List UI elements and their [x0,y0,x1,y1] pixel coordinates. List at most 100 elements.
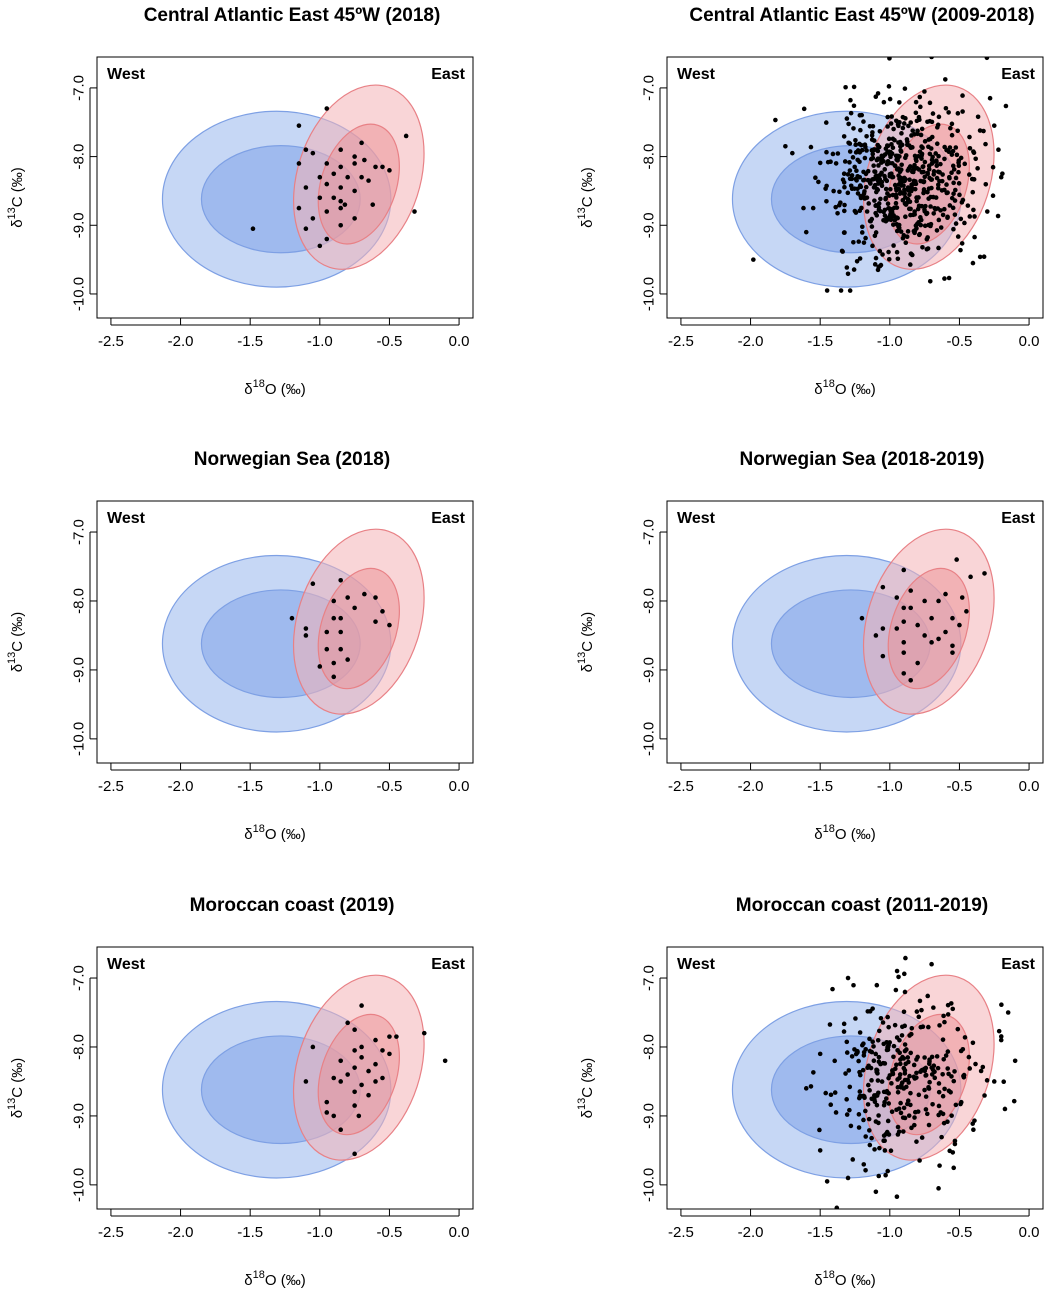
data-point [918,132,924,138]
data-point [903,153,909,158]
data-point [894,1062,899,1068]
y-tick-label: -7.0 [71,75,88,101]
corner-label-east: East [1001,510,1035,527]
data-point [840,177,846,183]
data-point [953,1102,959,1108]
data-point [882,1148,888,1153]
data-point [824,288,830,293]
data-point [833,1110,839,1115]
data-point [858,142,864,148]
data-point [939,188,945,193]
data-point [869,133,875,138]
data-point [876,1054,882,1060]
data-point [844,116,850,121]
data-point [978,1068,984,1074]
data-point [872,1099,878,1105]
data-point [878,1016,884,1021]
panel-5: -2.5 -2.0 -1.5 -1.0 -0.5 0.0 -7.0 -8.0 -9.0 -10.0… [6,895,474,1289]
data-point [873,1189,879,1195]
data-point [945,1066,950,1071]
data-point [864,133,869,139]
data-point [896,1129,902,1134]
data-point [894,205,900,210]
data-point [919,1135,925,1140]
data-point [888,186,893,192]
data-point [959,595,965,600]
panel-1: -2.5 -2.0 -1.5 -1.0 -0.5 0.0 -7.0 -8.0 -9.0 -10.0… [6,5,474,398]
data-point [845,190,851,196]
data-point [955,1026,961,1032]
data-point [352,1089,357,1095]
data-point [871,1044,876,1049]
data-point [936,1081,942,1086]
data-point [324,209,330,214]
data-point [830,986,835,992]
data-point [877,208,883,214]
data-point [955,234,961,239]
corner-label-east: East [431,510,465,527]
data-point [898,175,904,181]
data-point [869,1135,874,1141]
data-point [869,1078,874,1083]
data-point [895,1124,901,1130]
y-tick-label: -9.0 [71,1103,88,1129]
data-point [928,204,933,209]
data-point [331,674,337,680]
data-point [966,1054,972,1060]
data-point [908,588,914,593]
corner-label-east: East [431,956,465,973]
data-point [859,230,865,235]
data-point [873,1051,879,1057]
data-point [886,1024,891,1030]
data-point [338,185,344,190]
y-tick-label: -8.0 [71,1034,88,1060]
data-point [865,1082,871,1088]
data-point [884,143,890,148]
data-point [870,1006,875,1011]
y-tick-label: -7.0 [641,75,658,101]
data-point [951,1078,957,1084]
data-point [936,1186,941,1191]
data-point [886,136,892,142]
x-tick-label: -0.5 [947,1224,973,1241]
data-point [850,1157,856,1162]
data-point [936,1089,942,1095]
data-point [958,247,963,253]
data-point [359,140,364,146]
data-point [898,1110,904,1116]
data-point [965,203,971,208]
y-axis-label: δ13C (‰) [576,612,596,673]
data-point [902,1048,908,1054]
plot-frame [666,500,1044,764]
data-point [883,1172,888,1178]
data-point [849,176,855,182]
data-point [871,1093,877,1098]
data-point [902,1023,908,1029]
data-point [897,100,902,105]
data-point [990,164,996,170]
data-point [980,1064,986,1070]
data-point [317,174,323,180]
data-point [902,86,908,91]
y-tick-label: -10.0 [71,277,88,311]
panel-6: -2.5 -2.0 -1.5 -1.0 -0.5 0.0 -7.0 -8.0 -9.0 -10.0… [576,895,1044,1289]
x-tick-label: -1.5 [237,333,263,350]
data-point [331,615,337,621]
data-point [876,1113,881,1118]
data-point [877,128,883,134]
data-point [916,220,921,225]
data-point [352,1103,357,1108]
data-point [345,657,350,662]
data-point [837,189,842,195]
data-point [875,177,880,183]
data-point [912,230,917,236]
data-point [914,198,919,204]
data-point [865,177,871,183]
data-point [366,1068,371,1074]
data-point [901,671,907,676]
data-point [352,216,357,221]
data-point [899,1033,905,1038]
panel-title: Moroccan coast (2019) [190,895,395,916]
data-point [907,1073,912,1079]
data-point [889,171,894,176]
